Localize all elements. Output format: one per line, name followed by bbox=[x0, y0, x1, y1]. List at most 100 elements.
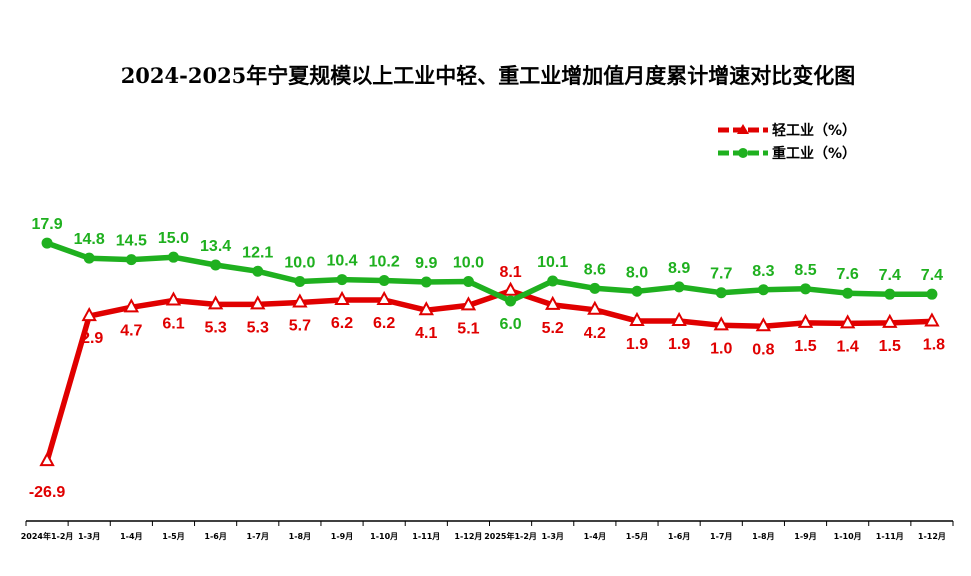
light-series-data-label: 0.8 bbox=[752, 341, 774, 358]
heavy-series-point bbox=[125, 254, 137, 266]
heavy-series-point bbox=[378, 275, 390, 287]
light-series-point bbox=[207, 295, 224, 310]
light-series-data-label: 4.7 bbox=[120, 322, 142, 339]
x-tick-label: 1-11月 bbox=[876, 532, 904, 541]
x-tick-label: 1-12月 bbox=[918, 532, 946, 541]
x-axis: 2024年1-2月 1-3月 1-4月 1-5月 1-6月 1-7月 1-8月 1-9月 1-1… bbox=[21, 520, 954, 541]
light-series-data-label: 1.9 bbox=[668, 336, 690, 353]
heavy-series-data-label: 12.1 bbox=[242, 244, 273, 261]
heavy-series-data-label: 8.9 bbox=[668, 260, 690, 277]
light-series-line bbox=[44, 288, 935, 464]
heavy-series-point bbox=[800, 283, 812, 295]
light-series-data-label: 1.0 bbox=[710, 340, 732, 357]
series-light: -26.9 2.9 4.7 6.1 5.3 5.3 5.7 6.2 6.2 4.1 5.1 8.1 5.… bbox=[29, 264, 945, 501]
heavy-series-data-label: 7.4 bbox=[879, 267, 901, 284]
x-tick-label: 2025年1-2月 bbox=[484, 531, 537, 541]
light-series-data-label: 1.5 bbox=[879, 338, 901, 355]
heavy-series-data-label: 15.0 bbox=[158, 230, 189, 247]
light-series-data-label: 5.3 bbox=[204, 319, 226, 336]
light-series-point bbox=[250, 295, 266, 310]
heavy-series-point bbox=[167, 251, 179, 263]
heavy-series-data-label: 8.5 bbox=[794, 262, 816, 279]
light-series-point bbox=[839, 314, 856, 329]
legend-heavy-circle-marker bbox=[738, 148, 748, 158]
heavy-series-point bbox=[926, 288, 938, 300]
light-series-data-label: 5.1 bbox=[457, 320, 479, 337]
heavy-series-point bbox=[884, 288, 896, 300]
x-tick-label: 2024年1-2月 bbox=[21, 531, 74, 541]
heavy-series-data-label: 10.1 bbox=[537, 254, 568, 271]
legend-item-light: 轻工业（%） bbox=[718, 122, 856, 139]
light-series-data-label: 4.2 bbox=[584, 325, 606, 342]
x-tick-label: 1-8月 bbox=[752, 532, 774, 541]
light-series-data-label: 4.1 bbox=[415, 325, 437, 342]
light-series-point bbox=[671, 311, 687, 326]
light-series-point bbox=[39, 452, 55, 467]
x-tick-label: 1-6月 bbox=[668, 532, 690, 541]
heavy-series-point bbox=[210, 259, 222, 271]
heavy-series-point bbox=[41, 237, 53, 249]
light-series-data-label: 5.3 bbox=[247, 319, 269, 336]
light-series-data-label: 1.8 bbox=[923, 336, 945, 353]
x-tick-label: 1-8月 bbox=[289, 532, 311, 541]
light-series-point bbox=[292, 293, 308, 308]
light-series-point bbox=[545, 295, 561, 310]
light-series-point bbox=[502, 281, 519, 296]
heavy-series-data-label: 14.8 bbox=[74, 231, 105, 248]
light-series-point bbox=[587, 300, 603, 315]
series-heavy: 17.9 14.8 14.5 15.0 13.4 12.1 10.0 10.4 10.2 9.9 1… bbox=[31, 216, 943, 333]
heavy-series-data-label: 8.3 bbox=[752, 263, 774, 280]
light-series-data-label: 6.2 bbox=[331, 315, 353, 332]
heavy-series-data-label: 10.2 bbox=[369, 254, 400, 271]
heavy-series-data-label: 7.6 bbox=[837, 266, 859, 283]
legend-light-label: 轻工业（%） bbox=[772, 122, 856, 139]
heavy-series-data-label: 6.0 bbox=[499, 316, 521, 333]
x-tick-label: 1-4月 bbox=[120, 532, 142, 541]
x-tick-label: 1-5月 bbox=[162, 532, 184, 541]
x-tick-label: 1-3月 bbox=[78, 532, 100, 541]
heavy-series-data-label: 17.9 bbox=[31, 216, 62, 233]
heavy-series-point bbox=[715, 287, 727, 299]
light-series-point bbox=[924, 312, 940, 327]
heavy-series-point bbox=[83, 252, 95, 264]
light-series-data-label: 5.7 bbox=[289, 317, 311, 334]
light-series-point bbox=[418, 301, 434, 316]
heavy-series-point bbox=[631, 285, 643, 297]
heavy-series-data-label: 8.6 bbox=[584, 261, 606, 278]
heavy-series-point bbox=[673, 281, 685, 293]
heavy-series-point bbox=[505, 295, 517, 307]
heavy-series-data-label: 13.4 bbox=[200, 238, 231, 255]
x-tick-label: 1-10月 bbox=[834, 532, 862, 541]
heavy-series-data-label: 10.0 bbox=[453, 255, 484, 272]
light-series-point bbox=[629, 311, 645, 326]
light-series-data-label: 1.5 bbox=[794, 338, 816, 355]
chart-title: 2024-2025年宁夏规模以上工业中轻、重工业增加值月度累计增速对比变化图 bbox=[121, 63, 856, 88]
legend-heavy-label: 重工业（%） bbox=[772, 145, 856, 162]
heavy-series-point bbox=[842, 287, 854, 299]
heavy-series-point bbox=[547, 275, 559, 287]
heavy-series-data-label: 8.0 bbox=[626, 264, 648, 281]
legend-light-triangle-marker bbox=[737, 124, 749, 134]
light-series-point bbox=[755, 317, 772, 332]
x-tick-label: 1-4月 bbox=[584, 532, 606, 541]
heavy-series-data-label: 7.4 bbox=[921, 267, 943, 284]
light-series-data-label: 1.4 bbox=[837, 338, 859, 355]
light-series-data-label: 1.9 bbox=[626, 336, 648, 353]
light-series-point bbox=[123, 298, 140, 313]
light-series-data-label: 6.2 bbox=[373, 315, 395, 332]
heavy-series-line bbox=[44, 240, 935, 304]
x-tick-label: 1-11月 bbox=[412, 532, 440, 541]
heavy-series-point bbox=[420, 276, 432, 288]
x-tick-label: 1-6月 bbox=[204, 532, 226, 541]
light-series-point bbox=[797, 313, 814, 328]
light-series-data-label: 2.9 bbox=[81, 330, 103, 347]
heavy-series-data-label: 7.7 bbox=[710, 266, 732, 283]
light-series-data-label: 5.2 bbox=[542, 320, 564, 337]
heavy-series-point bbox=[336, 274, 348, 286]
heavy-series-data-label: 14.5 bbox=[116, 233, 147, 250]
x-tick-label: 1-12月 bbox=[454, 532, 482, 541]
light-series-point bbox=[165, 291, 182, 306]
x-tick-label: 1-7月 bbox=[247, 532, 269, 541]
x-tick-label: 1-9月 bbox=[794, 532, 816, 541]
